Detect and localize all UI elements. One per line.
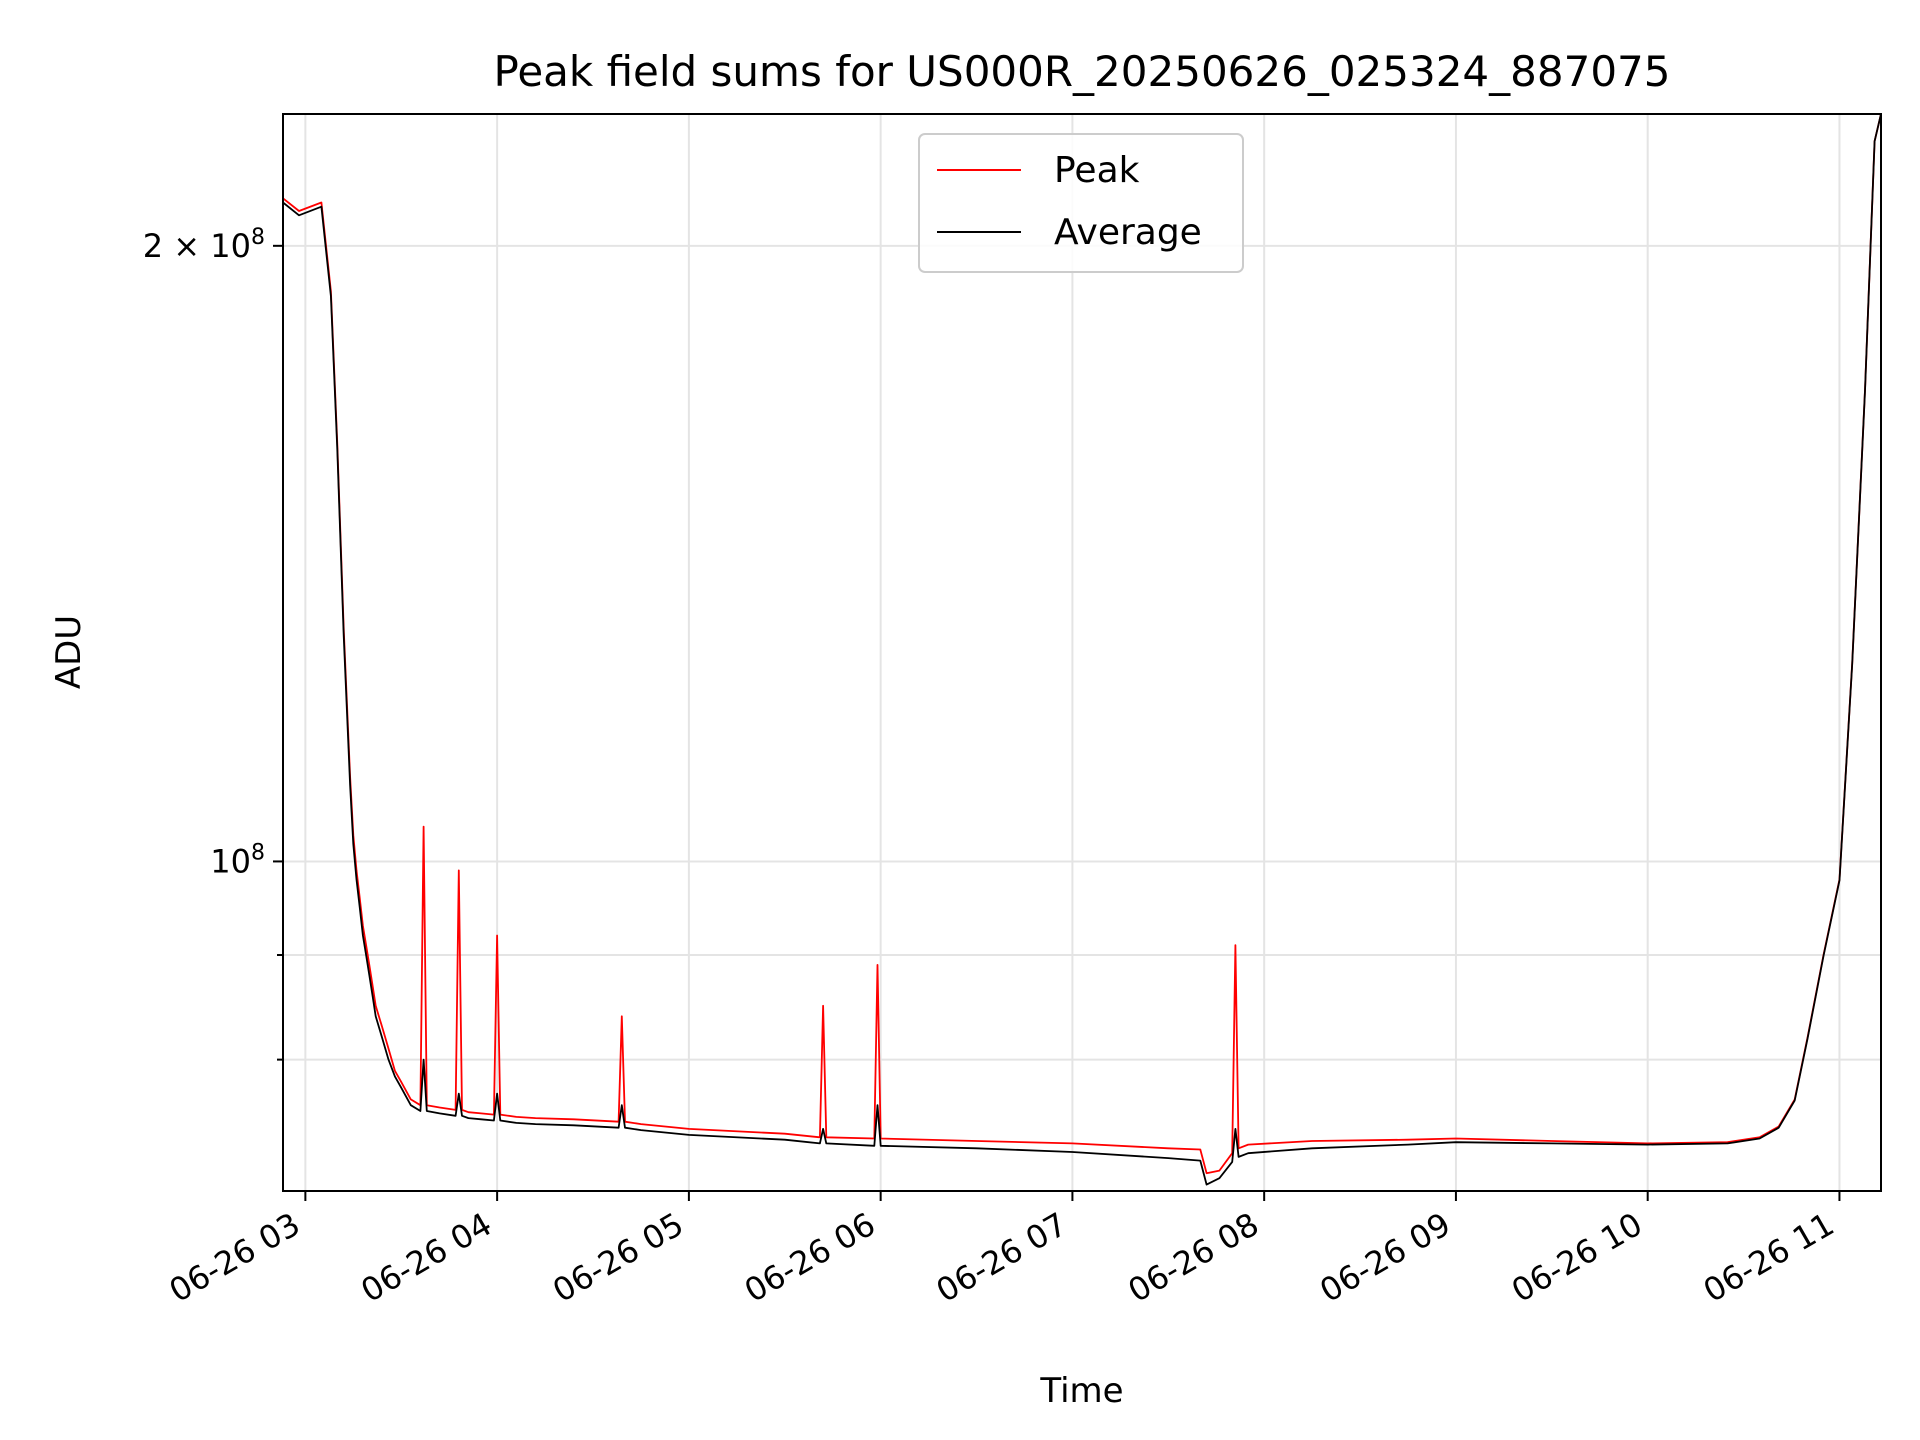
y-tick-label: 108 bbox=[210, 840, 265, 880]
legend-label-peak: Peak bbox=[1054, 150, 1140, 191]
series-line-peak bbox=[282, 113, 1882, 1175]
y-tick-label-part: × bbox=[173, 227, 210, 265]
series-line-average bbox=[282, 113, 1882, 1186]
legend-label-average: Average bbox=[1054, 212, 1202, 253]
y-axis-title: ADU bbox=[49, 615, 89, 689]
series-lines bbox=[282, 113, 1882, 1186]
y-tick-label: 2 × 108 bbox=[143, 225, 265, 265]
y-tick-label-part: 8 bbox=[251, 225, 265, 250]
legend-box bbox=[918, 133, 1244, 273]
chart-title: Peak field sums for US000R_20250626_0253… bbox=[494, 47, 1671, 96]
y-tick-label-part: 8 bbox=[251, 840, 265, 865]
y-tick-label-part: 10 bbox=[210, 227, 251, 265]
y-tick-label-part: 10 bbox=[210, 842, 251, 880]
legend: Peak Average bbox=[918, 133, 1244, 273]
y-tick-label-part: 2 bbox=[143, 227, 174, 265]
plot-frame bbox=[282, 113, 1882, 1192]
x-axis-title: Time bbox=[1039, 1371, 1123, 1411]
